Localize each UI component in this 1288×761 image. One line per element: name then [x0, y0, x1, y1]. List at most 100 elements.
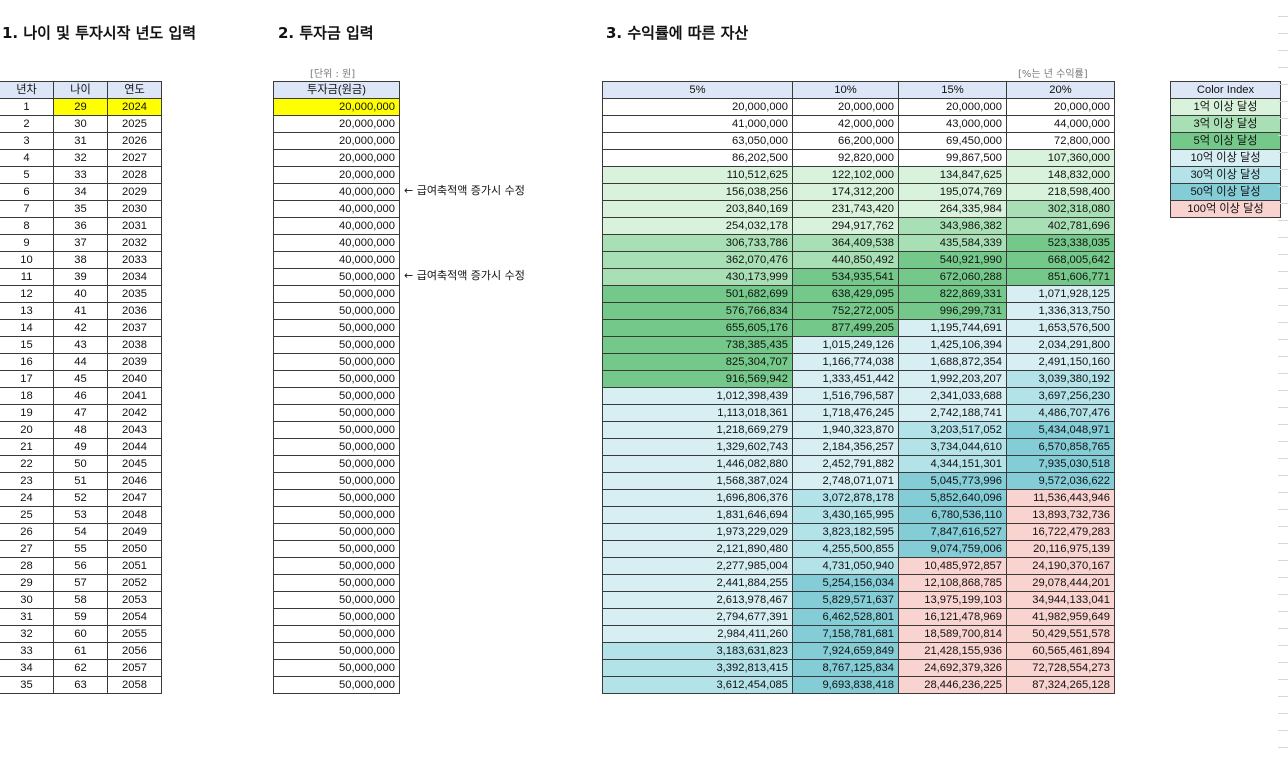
principal-cell[interactable]: 50,000,000 — [273, 625, 400, 643]
calendar-year-cell[interactable]: 2056 — [107, 642, 162, 660]
calendar-year-cell[interactable]: 2053 — [107, 591, 162, 609]
age-cell[interactable]: 47 — [53, 404, 108, 422]
principal-cell[interactable]: 50,000,000 — [273, 387, 400, 405]
age-cell[interactable]: 35 — [53, 200, 108, 218]
calendar-year-cell[interactable]: 2042 — [107, 404, 162, 422]
age-cell[interactable]: 50 — [53, 455, 108, 473]
calendar-year-cell[interactable]: 2052 — [107, 574, 162, 592]
principal-cell[interactable]: 20,000,000 — [273, 132, 400, 150]
calendar-year-cell[interactable]: 2046 — [107, 472, 162, 490]
calendar-year-cell[interactable]: 2058 — [107, 676, 162, 694]
principal-cell[interactable]: 50,000,000 — [273, 285, 400, 303]
calendar-year-cell[interactable]: 2045 — [107, 455, 162, 473]
calendar-year-cell[interactable]: 2031 — [107, 217, 162, 235]
principal-cell[interactable]: 50,000,000 — [273, 540, 400, 558]
age-cell[interactable]: 52 — [53, 489, 108, 507]
age-cell[interactable]: 62 — [53, 659, 108, 677]
age-cell[interactable]: 30 — [53, 115, 108, 133]
age-cell[interactable]: 61 — [53, 642, 108, 660]
age-cell[interactable]: 63 — [53, 676, 108, 694]
principal-cell[interactable]: 50,000,000 — [273, 336, 400, 354]
calendar-year-cell[interactable]: 2044 — [107, 438, 162, 456]
age-cell[interactable]: 42 — [53, 319, 108, 337]
principal-cell[interactable]: 50,000,000 — [273, 489, 400, 507]
calendar-year-cell[interactable]: 2055 — [107, 625, 162, 643]
principal-cell[interactable]: 50,000,000 — [273, 574, 400, 592]
calendar-year-cell[interactable]: 2027 — [107, 149, 162, 167]
principal-cell[interactable]: 20,000,000 — [273, 98, 400, 116]
age-cell[interactable]: 34 — [53, 183, 108, 201]
calendar-year-cell[interactable]: 2037 — [107, 319, 162, 337]
principal-cell[interactable]: 50,000,000 — [273, 523, 400, 541]
principal-cell[interactable]: 40,000,000 — [273, 200, 400, 218]
calendar-year-cell[interactable]: 2033 — [107, 251, 162, 269]
principal-cell[interactable]: 40,000,000 — [273, 217, 400, 235]
age-cell[interactable]: 49 — [53, 438, 108, 456]
calendar-year-cell[interactable]: 2039 — [107, 353, 162, 371]
principal-cell[interactable]: 50,000,000 — [273, 404, 400, 422]
principal-cell[interactable]: 50,000,000 — [273, 319, 400, 337]
calendar-year-cell[interactable]: 2034 — [107, 268, 162, 286]
age-cell[interactable]: 33 — [53, 166, 108, 184]
principal-cell[interactable]: 50,000,000 — [273, 302, 400, 320]
calendar-year-cell[interactable]: 2029 — [107, 183, 162, 201]
age-cell[interactable]: 53 — [53, 506, 108, 524]
calendar-year-cell[interactable]: 2028 — [107, 166, 162, 184]
age-cell[interactable]: 41 — [53, 302, 108, 320]
calendar-year-cell[interactable]: 2049 — [107, 523, 162, 541]
calendar-year-cell[interactable]: 2040 — [107, 370, 162, 388]
principal-cell[interactable]: 50,000,000 — [273, 591, 400, 609]
age-cell[interactable]: 54 — [53, 523, 108, 541]
principal-cell[interactable]: 20,000,000 — [273, 166, 400, 184]
age-cell[interactable]: 29 — [53, 98, 108, 116]
calendar-year-cell[interactable]: 2054 — [107, 608, 162, 626]
principal-cell[interactable]: 50,000,000 — [273, 642, 400, 660]
calendar-year-cell[interactable]: 2047 — [107, 489, 162, 507]
calendar-year-cell[interactable]: 2043 — [107, 421, 162, 439]
principal-cell[interactable]: 20,000,000 — [273, 149, 400, 167]
age-cell[interactable]: 55 — [53, 540, 108, 558]
calendar-year-cell[interactable]: 2041 — [107, 387, 162, 405]
calendar-year-cell[interactable]: 2024 — [107, 98, 162, 116]
age-cell[interactable]: 32 — [53, 149, 108, 167]
principal-cell[interactable]: 50,000,000 — [273, 557, 400, 575]
age-cell[interactable]: 37 — [53, 234, 108, 252]
age-cell[interactable]: 59 — [53, 608, 108, 626]
age-cell[interactable]: 39 — [53, 268, 108, 286]
age-cell[interactable]: 58 — [53, 591, 108, 609]
principal-cell[interactable]: 20,000,000 — [273, 115, 400, 133]
calendar-year-cell[interactable]: 2050 — [107, 540, 162, 558]
age-cell[interactable]: 45 — [53, 370, 108, 388]
calendar-year-cell[interactable]: 2030 — [107, 200, 162, 218]
age-cell[interactable]: 46 — [53, 387, 108, 405]
age-cell[interactable]: 57 — [53, 574, 108, 592]
calendar-year-cell[interactable]: 2057 — [107, 659, 162, 677]
calendar-year-cell[interactable]: 2032 — [107, 234, 162, 252]
calendar-year-cell[interactable]: 2051 — [107, 557, 162, 575]
principal-cell[interactable]: 50,000,000 — [273, 659, 400, 677]
calendar-year-cell[interactable]: 2025 — [107, 115, 162, 133]
age-cell[interactable]: 36 — [53, 217, 108, 235]
principal-cell[interactable]: 50,000,000 — [273, 268, 400, 286]
calendar-year-cell[interactable]: 2036 — [107, 302, 162, 320]
principal-cell[interactable]: 50,000,000 — [273, 455, 400, 473]
principal-cell[interactable]: 50,000,000 — [273, 608, 400, 626]
age-cell[interactable]: 51 — [53, 472, 108, 490]
age-cell[interactable]: 56 — [53, 557, 108, 575]
age-cell[interactable]: 31 — [53, 132, 108, 150]
principal-cell[interactable]: 40,000,000 — [273, 234, 400, 252]
age-cell[interactable]: 60 — [53, 625, 108, 643]
calendar-year-cell[interactable]: 2035 — [107, 285, 162, 303]
principal-cell[interactable]: 50,000,000 — [273, 676, 400, 694]
age-cell[interactable]: 48 — [53, 421, 108, 439]
principal-cell[interactable]: 50,000,000 — [273, 421, 400, 439]
age-cell[interactable]: 40 — [53, 285, 108, 303]
principal-cell[interactable]: 50,000,000 — [273, 506, 400, 524]
principal-cell[interactable]: 40,000,000 — [273, 183, 400, 201]
calendar-year-cell[interactable]: 2026 — [107, 132, 162, 150]
principal-cell[interactable]: 50,000,000 — [273, 370, 400, 388]
principal-cell[interactable]: 50,000,000 — [273, 353, 400, 371]
age-cell[interactable]: 38 — [53, 251, 108, 269]
principal-cell[interactable]: 50,000,000 — [273, 472, 400, 490]
principal-cell[interactable]: 40,000,000 — [273, 251, 400, 269]
